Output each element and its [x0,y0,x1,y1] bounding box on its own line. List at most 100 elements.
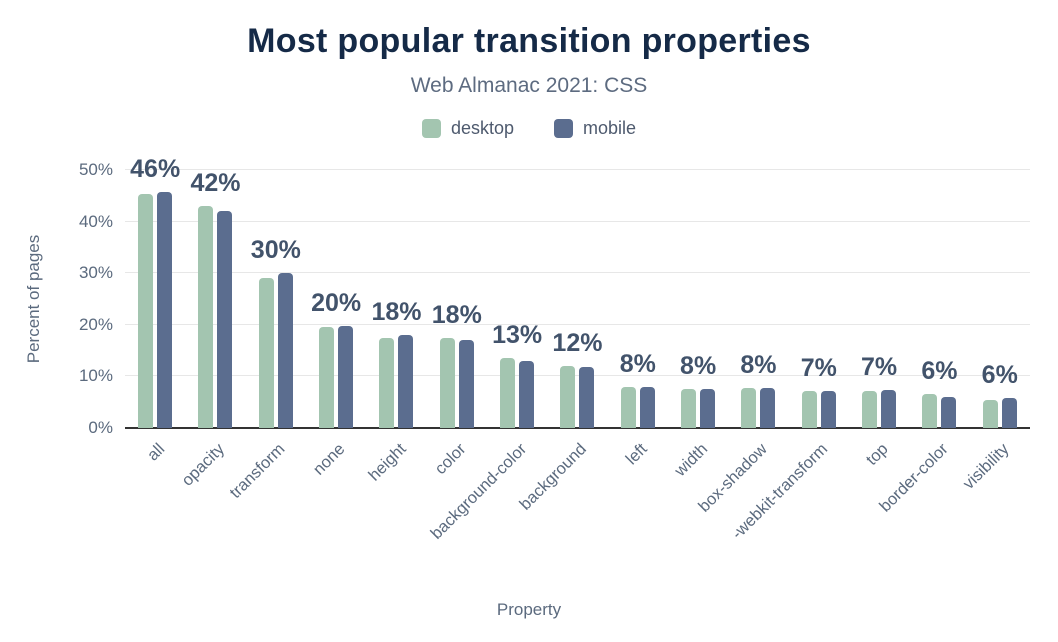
desktop-bar [379,337,395,428]
bar-pair [681,170,716,428]
mobile-bar [760,388,776,428]
legend-item-mobile: mobile [554,118,636,139]
mobile-bar [1001,398,1017,428]
x-tick-label: opacity [178,440,229,490]
desktop-bar [620,386,636,428]
x-tick-label: none [310,440,349,479]
value-label: 18% [431,300,482,329]
bar-group: 8% left [608,170,668,469]
legend: desktop mobile [0,118,1058,139]
gridline [125,272,1030,274]
bar-pair [379,170,414,428]
value-label: 8% [680,351,717,380]
x-tick-label: width [670,440,711,480]
mobile-bar [579,367,595,428]
value-label: 6% [921,357,958,386]
desktop-bar [801,390,817,428]
mobile-bar [941,397,957,428]
y-tick-label: 0% [88,418,113,437]
value-label: 30% [250,236,301,265]
bar-group: 13% background-color [427,170,547,543]
value-label: 12% [552,329,603,358]
desktop-bar [560,366,576,428]
mobile-bar [277,273,293,428]
value-label: 8% [619,349,656,378]
value-label: 8% [740,351,777,380]
bar-group: 6% visibility [960,170,1030,493]
bar-group: 18% color [427,170,487,478]
mobile-bar [820,390,836,428]
bar-pair [922,170,957,428]
bar-pair [198,170,233,428]
bar-pair [801,170,836,428]
desktop-bar [138,194,154,428]
desktop-bar [862,390,878,428]
y-tick-label: 30% [78,263,113,283]
x-tick-label: height [364,440,410,485]
bar-group: 20% none [306,170,366,478]
mobile-bar [217,211,233,428]
bar-pair [138,170,173,428]
y-tick-label: 10% [78,366,113,386]
x-tick-label: left [622,440,651,469]
value-label: 46% [130,155,181,184]
y-tick-label: 20% [78,314,113,334]
bar-group: 6% border-color [877,170,969,515]
legend-label: mobile [583,118,637,138]
gridline [125,323,1030,325]
bar-group: 8% width [668,170,728,480]
desktop-bar [982,399,998,428]
bar-pair [500,170,535,428]
desktop-bar [258,278,274,428]
y-axis-title: Percent of pages [24,234,43,364]
x-axis-line [125,427,1030,429]
x-tick-label: visibility [959,440,1013,493]
gridline [125,375,1030,377]
bar-group: 12% background [516,170,607,514]
desktop-bar [681,389,697,428]
gridline [125,169,1030,170]
x-tick-label: color [431,440,470,479]
mobile-bar [398,335,414,428]
chart-title: Most popular transition properties [247,22,811,60]
desktop-bar [439,337,455,428]
bar-pair [620,170,655,428]
desktop-bar [500,358,516,428]
value-label: 7% [800,353,837,382]
x-tick-label: all [143,440,168,465]
bars-layer: 46% all 42% opacity 30% transform 20% none 18% he… [125,155,1030,543]
value-label: 20% [311,289,362,318]
bar-pair [560,170,595,428]
bar-pair [982,170,1017,428]
mobile-bar [639,386,655,428]
y-tick-label: 40% [78,211,113,231]
bar-pair [862,170,897,428]
desktop-bar [198,206,214,428]
mobile-bar [700,388,716,428]
bar-group: 18% height [365,170,426,484]
grid-layer: 0% 10% 20% 30% 40% 50% [79,160,1030,437]
desktop-bar [741,388,757,428]
bar-group: 8% box-shadow [696,170,788,515]
chart-subtitle: Web Almanac 2021: CSS [410,74,648,97]
desktop-bar [319,327,335,428]
bar-pair [439,170,474,428]
mobile-bar [881,390,897,428]
mobile-swatch-icon [554,119,573,138]
desktop-bar [922,394,938,428]
bar-group: 7% -webkit-transform [729,170,849,543]
bar-pair [319,170,354,428]
value-label: 6% [981,361,1018,390]
bar-pair [258,170,293,428]
value-label: 13% [492,321,543,350]
y-tick-label: 50% [78,160,113,179]
x-tick-label: top [862,440,892,469]
plot-area: 0% 10% 20% 30% 40% 50% 46% all 42% opacity 30% tra… [79,155,1030,543]
bar-group: 7% top [849,170,909,469]
bar-pair [741,170,776,428]
mobile-bar [157,192,173,428]
bar-group: 42% opacity [179,169,245,490]
mobile-bar [338,326,354,428]
value-label: 42% [190,169,241,198]
